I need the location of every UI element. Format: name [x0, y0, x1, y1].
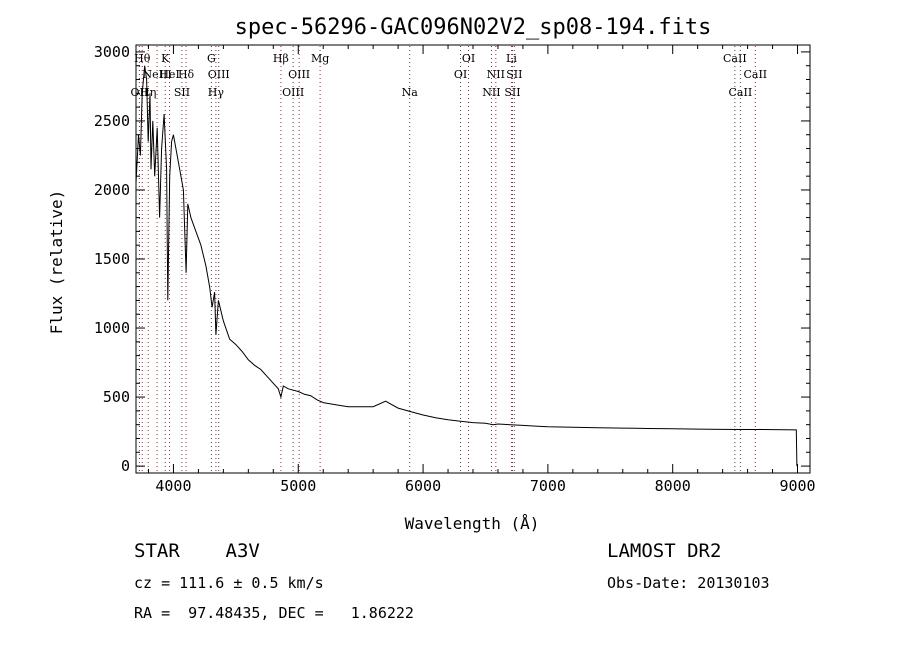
plot-frame [135, 44, 811, 474]
spectral-line-label: CaII [743, 68, 767, 81]
spectral-line-label: NeIII [143, 68, 172, 81]
chart-title: spec-56296-GAC096N02V2_sp08-194.fits [235, 15, 712, 40]
spectral-line-label: OI [462, 52, 475, 65]
obs-date-text: Obs-Date: 20130103 [607, 574, 770, 592]
spectral-line-label: SII [506, 68, 522, 81]
y-tick-label: 2500 [94, 112, 130, 130]
spectral-line-label: OIII [282, 86, 304, 99]
spectral-line-label: NII [487, 68, 505, 81]
spectral-line-label: Hθ [134, 52, 151, 65]
x-tick-label: 5000 [280, 477, 316, 495]
spectral-line-label: Hδ [178, 68, 195, 81]
spectral-line-label: K [161, 52, 170, 65]
spectral-line-label: Hβ [273, 52, 289, 65]
y-tick-label: 3000 [94, 43, 130, 61]
y-tick-label: 500 [103, 388, 130, 406]
y-tick-label: 2000 [94, 181, 130, 199]
spectral-line-label: OII [131, 86, 149, 99]
x-tick-label: 4000 [155, 477, 191, 495]
x-axis-label: Wavelength (Å) [405, 514, 540, 533]
spectral-line-label: Hγ [208, 86, 225, 99]
spectral-class-text: STAR A3V [134, 540, 260, 562]
spectral-line-label: Li [506, 52, 517, 65]
spectral-line-label: Mg [311, 52, 329, 65]
spectral-line-label: OIII [208, 68, 230, 81]
spectral-line-label: OIII [288, 68, 310, 81]
spectral-line-label: Na [402, 86, 419, 99]
y-axis-ticks: 0 500 1000 1500 2000 2500 3000 [94, 43, 810, 475]
spectral-line-label: SII [174, 86, 190, 99]
x-tick-label: 8000 [655, 477, 691, 495]
survey-name-text: LAMOST DR2 [607, 540, 722, 562]
x-tick-label: 6000 [405, 477, 441, 495]
spectral-line-label: OI [454, 68, 467, 81]
spectral-line-label: SII [504, 86, 520, 99]
redshift-text: cz = 111.6 ± 0.5 km/s [134, 574, 324, 592]
y-tick-label: 1000 [94, 319, 130, 337]
spectrum-series-line [135, 65, 798, 467]
ra-dec-text: RA = 97.48435, DEC = 1.86222 [134, 604, 414, 622]
spectral-line-label: CaII [723, 52, 747, 65]
spectral-line-label: CaII [729, 86, 753, 99]
y-axis-label: Flux (relative) [47, 190, 66, 335]
y-tick-label: 0 [121, 457, 130, 475]
x-tick-label: 9000 [779, 477, 815, 495]
spectral-line-markers: OIIHθHηNeIIIKHeISIIHδGHγOIIIHβOIIIOIIIMg… [131, 46, 767, 472]
x-tick-label: 7000 [530, 477, 566, 495]
y-tick-label: 1500 [94, 250, 130, 268]
x-axis-ticks: 4000 5000 6000 7000 8000 9000 [147, 45, 816, 495]
spectral-line-label: HeI [159, 68, 179, 81]
spectral-line-label: G [207, 52, 216, 65]
spectral-line-label: NII [482, 86, 500, 99]
spectral-line-label: Hη [140, 86, 156, 99]
